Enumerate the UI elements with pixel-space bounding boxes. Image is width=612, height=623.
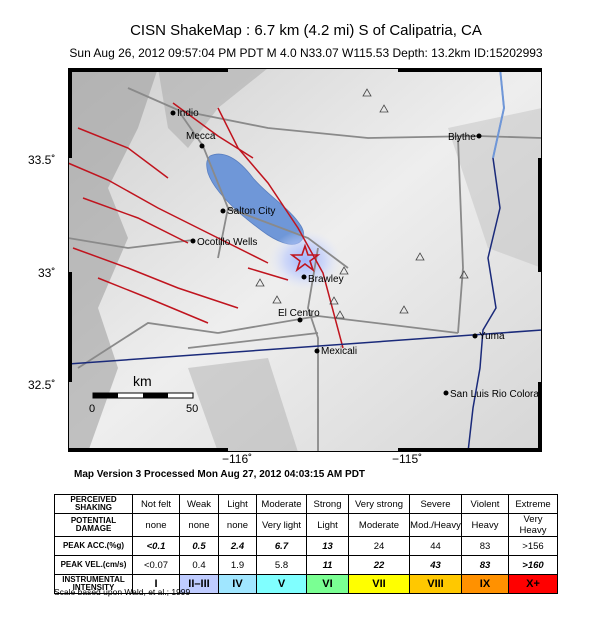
lat-label-33.5: 33.5˚ <box>28 153 56 167</box>
intensity-cell: VII <box>348 574 410 594</box>
intensity-cell: II–III <box>179 574 219 594</box>
lon-label-116: −116˚ <box>222 452 253 466</box>
acc-cell: >156 <box>508 536 558 556</box>
city-label-salton-city: Salton City <box>227 206 275 217</box>
damage-cell: Very light <box>256 513 307 537</box>
scale-tick-50: 50 <box>186 403 198 415</box>
mountain-relief-east <box>448 108 542 268</box>
perceived-cell: Violent <box>461 494 509 514</box>
roads <box>68 87 542 452</box>
damage-cell: Very Heavy <box>508 513 558 537</box>
intensity-cell: VI <box>306 574 349 594</box>
international-border <box>68 329 542 365</box>
city-label-blythe: Blythe <box>448 132 476 143</box>
lat-label-32.5: 32.5˚ <box>28 378 56 392</box>
vel-cell: 1.9 <box>218 555 257 575</box>
city-markers <box>170 110 482 396</box>
row-instrumental-intensity: INSTRUMENTAL INTENSITY I II–III IV V VI … <box>54 574 558 594</box>
perceived-cell: Light <box>218 494 257 514</box>
city-label-indio: Indio <box>177 108 199 119</box>
damage-cell: none <box>132 513 180 537</box>
vel-cell: 5.8 <box>256 555 307 575</box>
perceived-cell: Strong <box>306 494 349 514</box>
vel-header: PEAK VEL.(cm/s) <box>54 555 133 575</box>
acc-cell: 2.4 <box>218 536 257 556</box>
city-label-mecca: Mecca <box>186 131 216 142</box>
epicenter-star-icon <box>289 243 321 273</box>
intensity-legend: PERCEIVED SHAKING Not felt Weak Light Mo… <box>54 494 558 594</box>
row-perceived-shaking: PERCEIVED SHAKING Not felt Weak Light Mo… <box>54 494 558 514</box>
perceived-header: PERCEIVED SHAKING <box>54 494 133 514</box>
event-details: Sun Aug 26, 2012 09:57:04 PM PDT M 4.0 N… <box>69 46 543 60</box>
perceived-cell: Extreme <box>508 494 558 514</box>
acc-cell: 13 <box>306 536 349 556</box>
damage-cell: Mod./Heavy <box>409 513 462 537</box>
shakemap: Indio Mecca Blythe Salton City Ocotillo … <box>68 68 542 452</box>
seismic-stations <box>255 88 469 319</box>
vel-cell: 0.4 <box>179 555 219 575</box>
acc-header: PEAK ACC.(%g) <box>54 536 133 556</box>
map-canvas: Indio Mecca Blythe Salton City Ocotillo … <box>68 68 542 452</box>
damage-cell: Moderate <box>348 513 410 537</box>
scale-bar: km 0 50 <box>89 373 198 415</box>
city-label-el-centro: El Centro <box>278 308 320 319</box>
vel-cell: 22 <box>348 555 410 575</box>
perceived-cell: Not felt <box>132 494 180 514</box>
vel-cell: 11 <box>306 555 349 575</box>
damage-header: POTENTIAL DAMAGE <box>54 513 133 537</box>
acc-cell: 44 <box>409 536 462 556</box>
frame-graticule <box>68 68 542 452</box>
mountain-relief-north <box>158 68 268 148</box>
acc-cell: 83 <box>461 536 509 556</box>
perceived-cell: Moderate <box>256 494 307 514</box>
intensity-cell: V <box>256 574 307 594</box>
city-label-yuma: Yuma <box>479 331 505 342</box>
city-label-san-luis-rio-colorado: San Luis Rio Colora <box>450 389 539 400</box>
damage-cell: none <box>179 513 219 537</box>
row-peak-velocity: PEAK VEL.(cm/s) <0.07 0.4 1.9 5.8 11 22 … <box>54 555 558 575</box>
lat-label-33: 33˚ <box>38 266 56 280</box>
scale-reference-note: Scale based upon Wald, et al.; 1999 <box>54 587 191 597</box>
damage-cell: none <box>218 513 257 537</box>
intensity-cell: VIII <box>409 574 462 594</box>
vel-cell: 83 <box>461 555 509 575</box>
acc-cell: 6.7 <box>256 536 307 556</box>
vel-cell: <0.07 <box>132 555 180 575</box>
vel-cell: 43 <box>409 555 462 575</box>
perceived-cell: Very strong <box>348 494 410 514</box>
acc-cell: 0.5 <box>179 536 219 556</box>
scale-tick-0: 0 <box>89 403 95 415</box>
faults <box>68 102 344 349</box>
intensity-cell: IX <box>461 574 509 594</box>
acc-cell: 24 <box>348 536 410 556</box>
lon-label-115: −115˚ <box>392 452 423 466</box>
intensity-cell: IV <box>218 574 257 594</box>
city-label-mexicali: Mexicali <box>321 346 357 357</box>
scale-unit: km <box>133 373 152 389</box>
intensity-cell: I <box>132 574 180 594</box>
mountain-relief-west <box>68 68 158 452</box>
row-peak-acceleration: PEAK ACC.(%g) <0.1 0.5 2.4 6.7 13 24 44 … <box>54 536 558 556</box>
map-title: CISN ShakeMap : 6.7 km (4.2 mi) S of Cal… <box>130 22 482 39</box>
acc-cell: <0.1 <box>132 536 180 556</box>
city-label-brawley: Brawley <box>308 274 344 285</box>
map-version: Map Version 3 Processed Mon Aug 27, 2012… <box>74 469 366 480</box>
perceived-cell: Weak <box>179 494 219 514</box>
row-potential-damage: POTENTIAL DAMAGE none none none Very lig… <box>54 513 558 537</box>
perceived-cell: Severe <box>409 494 462 514</box>
damage-cell: Light <box>306 513 349 537</box>
city-label-ocotillo-wells: Ocotillo Wells <box>197 237 257 248</box>
damage-cell: Heavy <box>461 513 509 537</box>
colorado-river <box>492 68 506 159</box>
vel-cell: >160 <box>508 555 558 575</box>
mountain-relief-south <box>188 358 298 452</box>
intensity-cell: X+ <box>508 574 558 594</box>
